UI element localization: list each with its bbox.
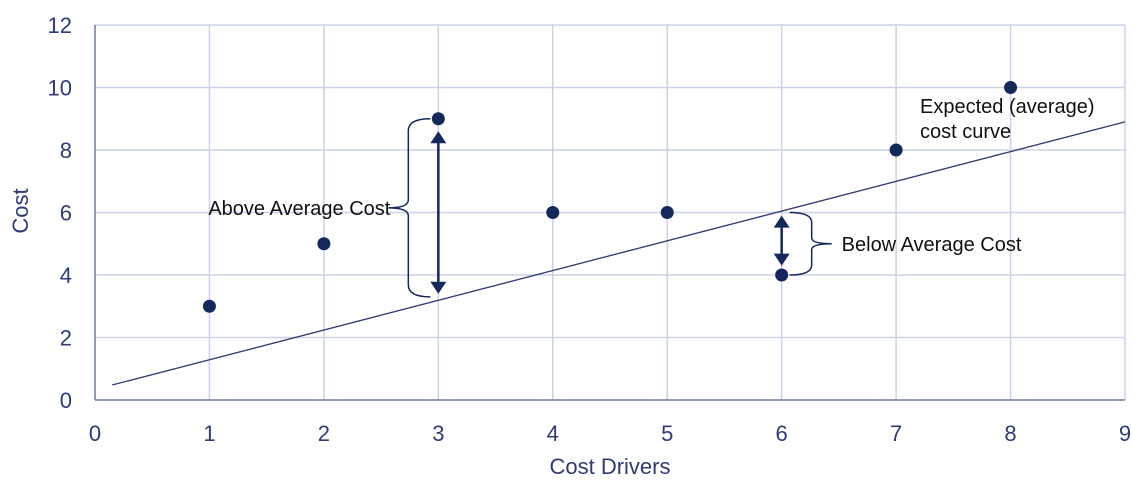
data-point <box>1004 81 1018 94</box>
arrowhead <box>773 253 790 266</box>
x-tick-label: 6 <box>776 421 788 446</box>
y-tick-label: 0 <box>60 388 72 413</box>
x-tick-label: 0 <box>89 421 101 446</box>
data-point <box>546 206 560 219</box>
data-point <box>317 237 331 251</box>
x-tick-label: 3 <box>432 421 444 446</box>
arrowhead <box>430 131 447 144</box>
x-tick-label: 9 <box>1119 421 1131 446</box>
above-average-brace <box>388 118 431 298</box>
above-average-label: Above Average Cost <box>208 198 390 220</box>
trend-line-label: Expected (average) cost curve <box>920 96 1095 143</box>
expected-cost-trend-line <box>112 121 1126 386</box>
y-axis-title: Cost <box>8 188 33 233</box>
y-tick-label: 4 <box>60 263 72 288</box>
y-tick-label: 12 <box>48 13 72 38</box>
y-tick-label: 10 <box>48 76 72 101</box>
x-tick-label: 2 <box>318 421 330 446</box>
x-tick-label: 8 <box>1004 421 1016 446</box>
data-point <box>775 268 789 282</box>
x-axis-title: Cost Drivers <box>549 454 670 479</box>
x-tick-label: 4 <box>547 421 559 446</box>
below-average-brace <box>789 211 832 276</box>
arrowhead <box>430 281 447 294</box>
x-tick-label: 1 <box>203 421 215 446</box>
data-point <box>660 206 674 219</box>
data-points <box>202 81 1018 313</box>
y-tick-label: 8 <box>60 138 72 163</box>
y-tick-label: 6 <box>60 201 72 226</box>
trend-line-group: Expected (average) cost curve <box>112 96 1126 386</box>
axes <box>94 25 1125 401</box>
data-point <box>889 143 903 157</box>
x-tick-label: 5 <box>661 421 673 446</box>
grid <box>95 24 1126 400</box>
x-tick-label: 7 <box>890 421 902 446</box>
y-tick-label: 2 <box>60 326 72 351</box>
annotations: Above Average Cost Below Average Cost <box>208 118 1022 298</box>
data-point <box>431 112 445 126</box>
data-point <box>202 299 216 313</box>
below-average-label: Below Average Cost <box>842 234 1022 256</box>
arrowhead <box>773 215 790 228</box>
